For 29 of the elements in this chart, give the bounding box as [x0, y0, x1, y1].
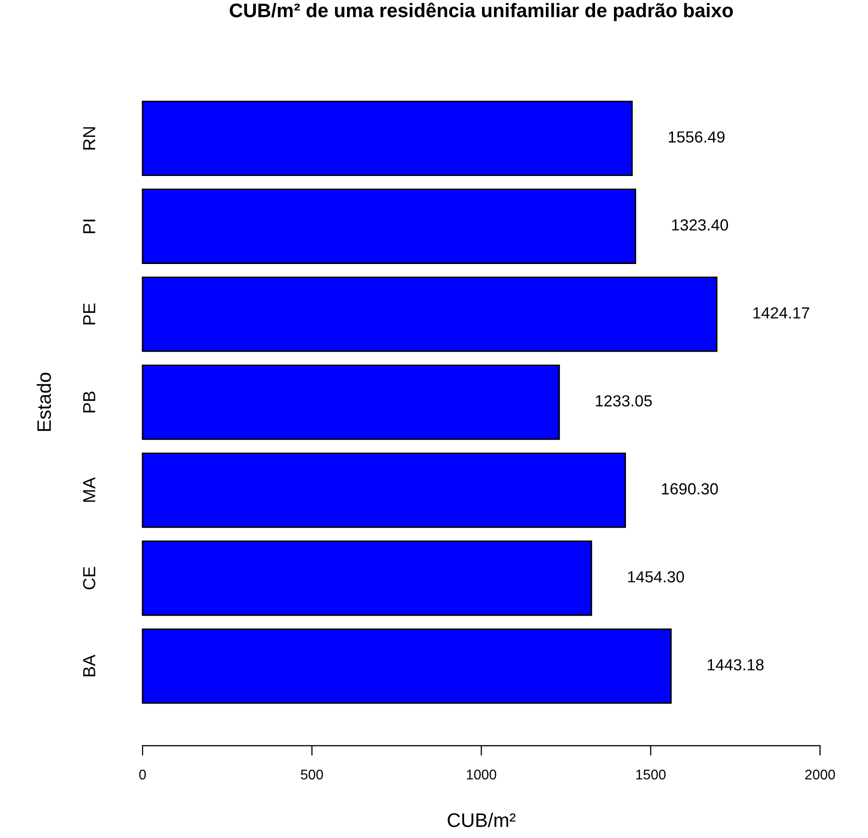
x-tick-label: 1000: [466, 770, 496, 780]
y-tick-label: BA: [83, 654, 96, 676]
y-tick-label: CE: [83, 566, 96, 590]
bar: [142, 628, 672, 704]
annotation: 1690.30: [662, 483, 718, 494]
x-tick-label: 500: [300, 770, 323, 780]
x-tick-label: 2000: [805, 770, 835, 780]
bar: [142, 452, 626, 528]
y-tick-label: PI: [83, 220, 96, 234]
bar: [142, 188, 636, 264]
bar: [142, 100, 633, 176]
x-axis-title: CUB/m²: [448, 812, 516, 828]
chart-title: CUB/m² de uma residência unifamiliar de padrão baixo: [230, 2, 733, 22]
x-tick-label: 1500: [636, 770, 666, 780]
y-tick-label: MA: [83, 477, 96, 502]
y-tick-label: PB: [83, 392, 96, 412]
annotation: 1424.17: [753, 307, 810, 318]
bar: [142, 540, 592, 616]
annotation: 1454.30: [628, 571, 684, 582]
x-tick-label: 0: [139, 770, 146, 780]
annotation: 1443.18: [708, 659, 764, 670]
bar: [142, 364, 560, 440]
annotation: 1323.40: [672, 219, 728, 231]
y-tick-label: PE: [83, 303, 96, 324]
bar: [142, 276, 718, 352]
y-tick-label: RN: [83, 127, 96, 150]
annotation: 1233.05: [596, 395, 652, 407]
annotation: 1556.49: [668, 131, 725, 143]
y-axis-title: Estado: [36, 372, 51, 431]
